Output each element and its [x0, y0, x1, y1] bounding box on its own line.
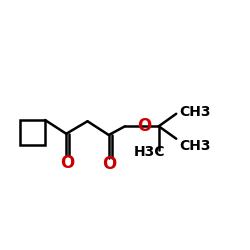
Text: H3C: H3C — [134, 145, 165, 159]
Text: CH3: CH3 — [179, 105, 210, 119]
Text: O: O — [136, 117, 151, 135]
Text: O: O — [102, 155, 117, 173]
Bar — [20, 120, 45, 145]
Text: CH3: CH3 — [179, 138, 210, 152]
Text: O: O — [60, 154, 74, 172]
